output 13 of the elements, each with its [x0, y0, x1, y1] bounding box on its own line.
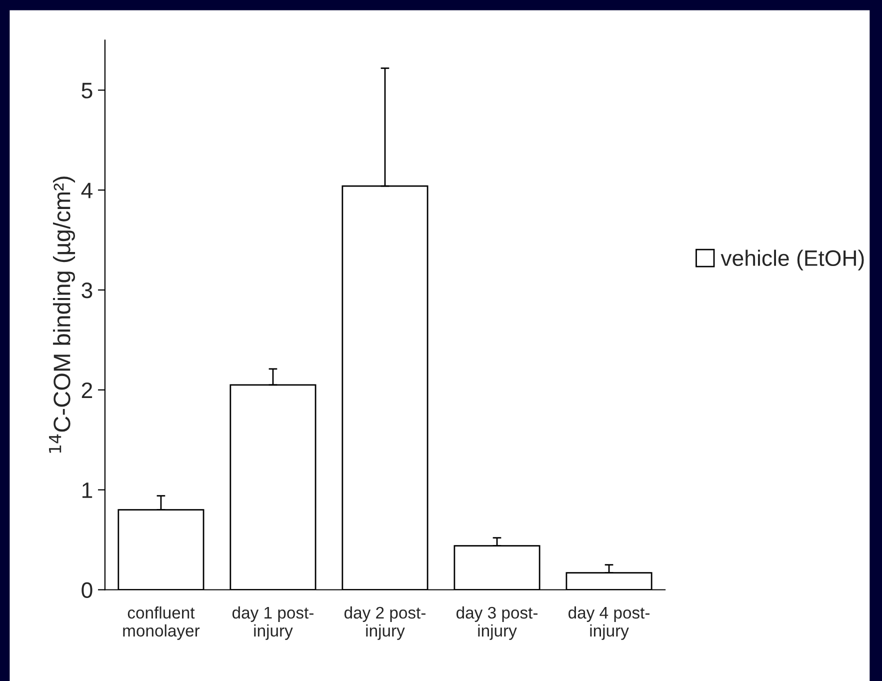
y-tick-label: 1: [82, 482, 92, 498]
x-tick-label: day 2 post- injury: [344, 606, 426, 640]
y-axis-title: $^{14}$C-COM binding (µg/cm²): [49, 176, 76, 453]
y-tick-label: 3: [82, 282, 92, 298]
y-tick-label: 4: [81, 182, 93, 198]
y-tick-label: 5: [82, 82, 92, 98]
x-tick-label: day 3 post- injury: [456, 606, 538, 640]
legend-label: vehicle (EtOH): [720, 250, 864, 270]
x-tick-label: day 1 post- injury: [232, 606, 314, 640]
x-tick-label: day 4 post- injury: [568, 606, 650, 640]
y-tick-label: 0: [82, 582, 92, 598]
y-tick-label: 2: [82, 382, 92, 398]
x-tick-label: confluent monolayer: [123, 606, 200, 640]
